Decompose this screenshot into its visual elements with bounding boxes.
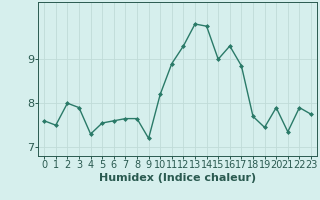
X-axis label: Humidex (Indice chaleur): Humidex (Indice chaleur)	[99, 173, 256, 183]
